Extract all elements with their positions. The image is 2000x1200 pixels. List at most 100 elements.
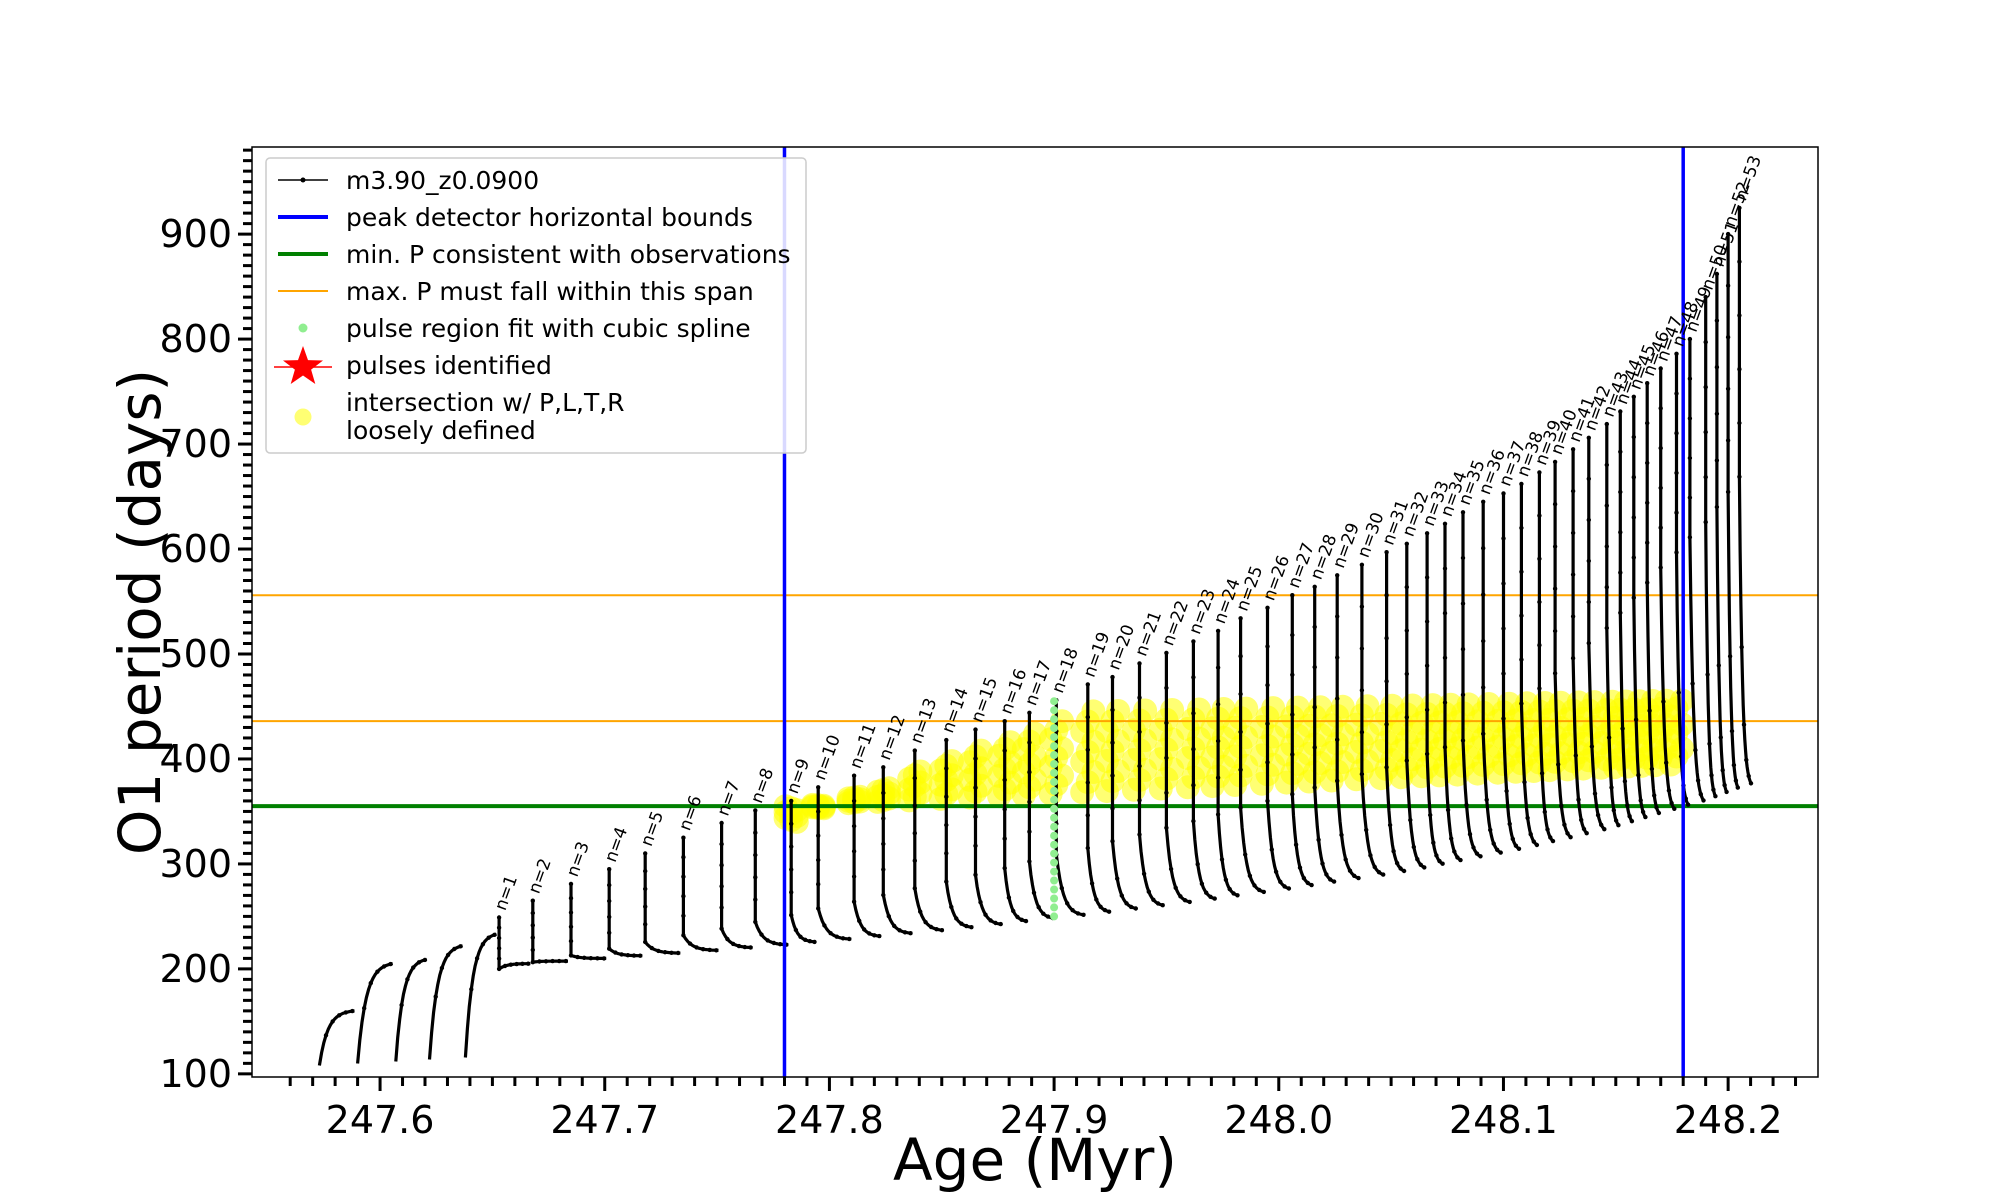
model-point [1191, 711, 1196, 716]
model-point [1510, 836, 1516, 842]
model-point [1695, 778, 1701, 783]
spline-fit-point [1050, 768, 1059, 777]
model-point [1002, 777, 1007, 783]
model-point [1252, 883, 1257, 888]
model-point [1290, 792, 1295, 797]
model-point [867, 931, 872, 936]
model-point [1424, 619, 1430, 624]
model-point [765, 938, 770, 943]
model-point [1204, 890, 1209, 895]
model-point [1215, 665, 1221, 670]
model-point [1191, 675, 1196, 680]
model-point [1384, 593, 1389, 598]
model-point [1741, 722, 1747, 727]
model-point [902, 930, 908, 935]
model-point [939, 928, 945, 933]
model-point [1238, 691, 1243, 697]
model-point [851, 849, 857, 854]
model-point [1002, 836, 1007, 841]
model-point [619, 952, 624, 957]
model-point [1269, 847, 1275, 852]
spline-fit-point [1050, 822, 1059, 831]
model-point [1613, 818, 1619, 823]
model-point [625, 953, 630, 958]
legend-handle-pulses-star [283, 346, 323, 384]
model-point [1714, 318, 1720, 323]
model-point [1531, 839, 1537, 844]
model-point [1701, 798, 1706, 803]
model-point [550, 958, 555, 964]
model-point [1286, 886, 1292, 891]
model-point [1737, 367, 1742, 372]
spline-fit-point [1050, 786, 1059, 795]
model-point [1442, 745, 1448, 750]
model-point [1089, 881, 1095, 886]
model-point [1537, 513, 1542, 518]
model-point [1714, 271, 1720, 277]
spline-fit-point [1050, 858, 1059, 867]
model-point [1458, 857, 1463, 863]
spline-fit-point [1050, 724, 1059, 733]
model-point [928, 924, 934, 930]
model-point [707, 947, 712, 953]
model-point [1110, 839, 1115, 844]
model-point [1739, 644, 1744, 650]
model-point [1278, 879, 1283, 884]
model-point [1537, 686, 1542, 691]
model-point [1146, 889, 1152, 894]
model-point [1460, 601, 1466, 606]
model-point [1643, 814, 1648, 820]
model-point [1359, 771, 1365, 777]
model-point [330, 1019, 335, 1024]
model-point [1428, 812, 1433, 818]
model-point [1359, 730, 1365, 735]
model-point [1570, 572, 1576, 577]
model-point [1191, 783, 1196, 788]
model-point [1744, 757, 1749, 763]
model-point [1687, 416, 1693, 421]
model-point [1215, 812, 1221, 817]
model-point [1618, 610, 1623, 615]
model-point [1586, 476, 1592, 481]
model-point [1661, 699, 1666, 704]
model-point [759, 932, 764, 937]
model-point [1606, 735, 1612, 740]
model-point [526, 961, 531, 966]
model-point [1124, 901, 1129, 906]
model-point [1501, 626, 1506, 631]
model-point [1705, 672, 1710, 677]
model-point [433, 994, 438, 999]
model-point [1290, 593, 1295, 598]
model-point [1501, 671, 1506, 676]
model-point [1404, 671, 1410, 677]
model-point [1215, 775, 1221, 780]
model-point [1231, 891, 1236, 896]
model-point [857, 918, 862, 923]
model-point [1155, 901, 1161, 906]
model-point [1658, 565, 1663, 570]
model-point [1725, 231, 1731, 237]
model-point [1110, 674, 1115, 680]
model-point [1085, 714, 1091, 720]
model-point [1431, 840, 1436, 845]
model-point [851, 874, 857, 879]
model-point [1312, 664, 1317, 670]
legend-label: max. P must fall within this span [346, 277, 754, 306]
x-axis: 247.6 247.7 247.8 247.9 248.0 248.1 248.2 [288, 1077, 1798, 1142]
model-point [1669, 800, 1674, 806]
model-point [1586, 640, 1592, 646]
model-point [1725, 283, 1731, 288]
model-point [1604, 421, 1610, 427]
model-point [1552, 544, 1558, 549]
model-point [1290, 632, 1295, 638]
model-point [1137, 695, 1142, 700]
model-point [912, 748, 917, 753]
model-point [1137, 832, 1142, 837]
x-tick-label: 248.0 [1224, 1098, 1333, 1142]
model-point [1484, 797, 1489, 802]
model-point [1570, 530, 1576, 536]
model-point [934, 927, 939, 932]
model-point [1586, 435, 1592, 440]
model-point [675, 950, 681, 956]
